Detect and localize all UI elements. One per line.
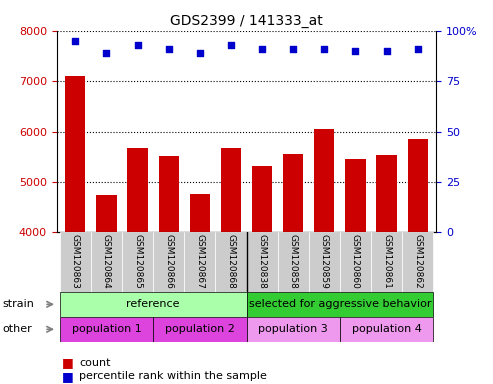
Bar <box>215 232 246 292</box>
Text: other: other <box>2 324 32 334</box>
Text: GSM120860: GSM120860 <box>351 234 360 289</box>
Bar <box>91 232 122 292</box>
Point <box>352 48 359 54</box>
Text: GSM120867: GSM120867 <box>195 234 204 289</box>
Bar <box>340 232 371 292</box>
Text: GSM120865: GSM120865 <box>133 234 142 289</box>
Point <box>165 46 173 52</box>
Bar <box>278 232 309 292</box>
Point <box>71 38 79 44</box>
Point <box>320 46 328 52</box>
Bar <box>402 232 433 292</box>
Point <box>258 46 266 52</box>
Bar <box>246 292 433 317</box>
Text: population 1: population 1 <box>71 324 141 334</box>
Point <box>289 46 297 52</box>
Point <box>103 50 110 56</box>
Bar <box>190 194 210 232</box>
Text: population 3: population 3 <box>258 324 328 334</box>
Point <box>134 42 141 48</box>
Bar <box>246 317 340 342</box>
Text: GSM120862: GSM120862 <box>413 234 422 289</box>
Bar <box>377 155 397 232</box>
Point <box>383 48 390 54</box>
Bar <box>96 195 116 232</box>
Text: GSM120838: GSM120838 <box>257 234 267 289</box>
Bar <box>184 232 215 292</box>
Bar <box>309 232 340 292</box>
Point <box>414 46 422 52</box>
Text: GSM120868: GSM120868 <box>226 234 236 289</box>
Bar <box>252 166 272 232</box>
Bar <box>340 317 433 342</box>
Text: GSM120866: GSM120866 <box>164 234 173 289</box>
Bar <box>221 147 241 232</box>
Bar <box>283 154 303 232</box>
Bar <box>60 292 246 317</box>
Bar <box>153 317 246 342</box>
Text: GSM120861: GSM120861 <box>382 234 391 289</box>
Text: percentile rank within the sample: percentile rank within the sample <box>79 371 267 381</box>
Bar <box>408 139 428 232</box>
Text: strain: strain <box>2 299 35 310</box>
Text: GSM120863: GSM120863 <box>71 234 80 289</box>
Text: GSM120864: GSM120864 <box>102 234 111 289</box>
Text: GSM120859: GSM120859 <box>320 234 329 289</box>
Bar <box>60 232 91 292</box>
Bar <box>153 232 184 292</box>
Text: GSM120858: GSM120858 <box>289 234 298 289</box>
Bar <box>122 232 153 292</box>
Text: reference: reference <box>126 299 180 310</box>
Text: ■: ■ <box>62 370 73 383</box>
Bar <box>246 232 278 292</box>
Text: count: count <box>79 358 110 368</box>
Bar <box>345 159 365 232</box>
Point <box>227 42 235 48</box>
Point <box>196 50 204 56</box>
Text: population 2: population 2 <box>165 324 235 334</box>
Bar <box>314 129 334 232</box>
Bar <box>159 156 179 232</box>
Text: ■: ■ <box>62 356 73 369</box>
Bar <box>128 147 148 232</box>
Bar <box>371 232 402 292</box>
Bar <box>65 76 85 232</box>
Title: GDS2399 / 141333_at: GDS2399 / 141333_at <box>170 14 323 28</box>
Text: population 4: population 4 <box>352 324 422 334</box>
Text: selected for aggressive behavior: selected for aggressive behavior <box>248 299 431 310</box>
Bar <box>60 317 153 342</box>
